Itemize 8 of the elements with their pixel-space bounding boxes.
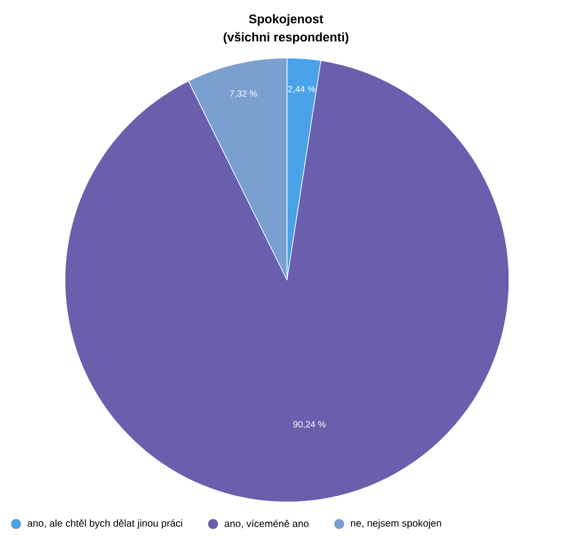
data-label: 2,44 % <box>288 86 316 94</box>
chart-title: Spokojenost <box>249 14 324 26</box>
legend-label: ano, ale chtěl bych dělat jinou práci <box>28 519 182 529</box>
data-label: 7,32 % <box>230 90 258 98</box>
chart-subtitle: (všichni respondenti) <box>224 32 348 44</box>
legend-label: ne, nejsem spokojen <box>351 519 442 529</box>
legend-label: ano, víceméně ano <box>224 520 309 528</box>
data-label: 90,24 % <box>293 421 326 428</box>
